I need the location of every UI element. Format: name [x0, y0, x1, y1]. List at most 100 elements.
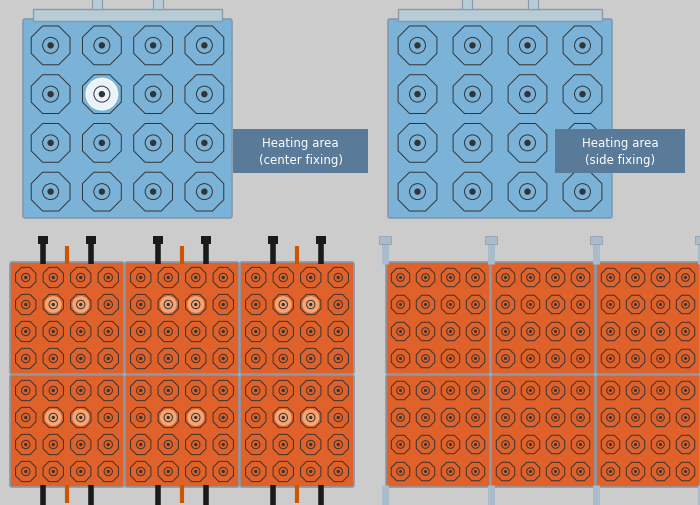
Circle shape	[414, 189, 421, 195]
Polygon shape	[508, 76, 547, 114]
Circle shape	[504, 357, 507, 360]
Polygon shape	[416, 409, 435, 427]
Circle shape	[99, 140, 105, 147]
Circle shape	[201, 140, 208, 147]
Circle shape	[634, 330, 637, 333]
Polygon shape	[398, 27, 437, 66]
Polygon shape	[651, 409, 670, 427]
Polygon shape	[466, 323, 484, 341]
Circle shape	[529, 304, 532, 307]
Polygon shape	[676, 381, 694, 400]
Polygon shape	[273, 322, 293, 342]
Circle shape	[167, 303, 170, 307]
Polygon shape	[131, 268, 151, 288]
Polygon shape	[15, 322, 36, 342]
Bar	[555, 130, 685, 174]
Polygon shape	[98, 462, 118, 482]
Circle shape	[609, 357, 612, 360]
Polygon shape	[676, 409, 694, 427]
Circle shape	[449, 416, 452, 419]
Circle shape	[106, 443, 110, 446]
Circle shape	[504, 416, 507, 419]
Circle shape	[579, 330, 582, 333]
Circle shape	[201, 43, 208, 49]
Polygon shape	[626, 381, 645, 400]
Polygon shape	[273, 462, 293, 482]
Polygon shape	[246, 408, 266, 428]
Polygon shape	[563, 27, 602, 66]
Circle shape	[529, 357, 532, 360]
Circle shape	[79, 443, 83, 446]
Circle shape	[529, 416, 532, 419]
Circle shape	[46, 410, 61, 425]
Circle shape	[449, 443, 452, 446]
Circle shape	[86, 79, 118, 111]
Polygon shape	[571, 269, 589, 287]
Circle shape	[609, 389, 612, 392]
FancyBboxPatch shape	[125, 375, 239, 487]
Circle shape	[529, 330, 532, 333]
Polygon shape	[601, 295, 620, 314]
Polygon shape	[43, 381, 64, 401]
Polygon shape	[453, 124, 492, 163]
Circle shape	[48, 43, 54, 49]
Circle shape	[424, 330, 427, 333]
FancyBboxPatch shape	[23, 20, 232, 219]
Polygon shape	[134, 173, 172, 212]
Circle shape	[309, 330, 312, 333]
Circle shape	[337, 303, 340, 307]
Polygon shape	[391, 435, 409, 454]
Circle shape	[281, 470, 285, 473]
Polygon shape	[546, 463, 565, 481]
Circle shape	[684, 357, 687, 360]
Circle shape	[474, 443, 477, 446]
FancyBboxPatch shape	[240, 375, 354, 487]
Polygon shape	[601, 409, 620, 427]
Polygon shape	[328, 348, 349, 369]
FancyBboxPatch shape	[388, 20, 612, 219]
Circle shape	[554, 276, 557, 279]
Circle shape	[194, 357, 197, 361]
Circle shape	[659, 470, 662, 473]
Polygon shape	[43, 462, 64, 482]
Polygon shape	[522, 463, 540, 481]
Circle shape	[554, 357, 557, 360]
FancyBboxPatch shape	[491, 375, 595, 487]
Polygon shape	[131, 322, 151, 342]
Polygon shape	[522, 269, 540, 287]
Polygon shape	[213, 268, 233, 288]
FancyBboxPatch shape	[10, 375, 124, 487]
Polygon shape	[522, 381, 540, 400]
FancyBboxPatch shape	[596, 263, 700, 374]
Circle shape	[609, 443, 612, 446]
Circle shape	[609, 276, 612, 279]
Circle shape	[554, 330, 557, 333]
Polygon shape	[158, 381, 178, 401]
Polygon shape	[71, 268, 91, 288]
Circle shape	[529, 443, 532, 446]
Polygon shape	[601, 323, 620, 341]
Circle shape	[424, 389, 427, 392]
Polygon shape	[571, 323, 589, 341]
Circle shape	[73, 410, 88, 425]
Polygon shape	[496, 269, 514, 287]
Polygon shape	[213, 322, 233, 342]
Polygon shape	[546, 349, 565, 368]
Circle shape	[222, 416, 225, 419]
Polygon shape	[328, 268, 349, 288]
Polygon shape	[626, 463, 645, 481]
Polygon shape	[71, 322, 91, 342]
Polygon shape	[43, 434, 64, 455]
Polygon shape	[186, 434, 206, 455]
Circle shape	[79, 416, 83, 419]
Polygon shape	[571, 435, 589, 454]
Circle shape	[99, 43, 105, 49]
Polygon shape	[131, 434, 151, 455]
Polygon shape	[328, 462, 349, 482]
Circle shape	[474, 304, 477, 307]
Polygon shape	[508, 124, 547, 163]
Bar	[316, 236, 326, 244]
Polygon shape	[83, 173, 121, 212]
Circle shape	[167, 416, 170, 419]
Polygon shape	[496, 323, 514, 341]
